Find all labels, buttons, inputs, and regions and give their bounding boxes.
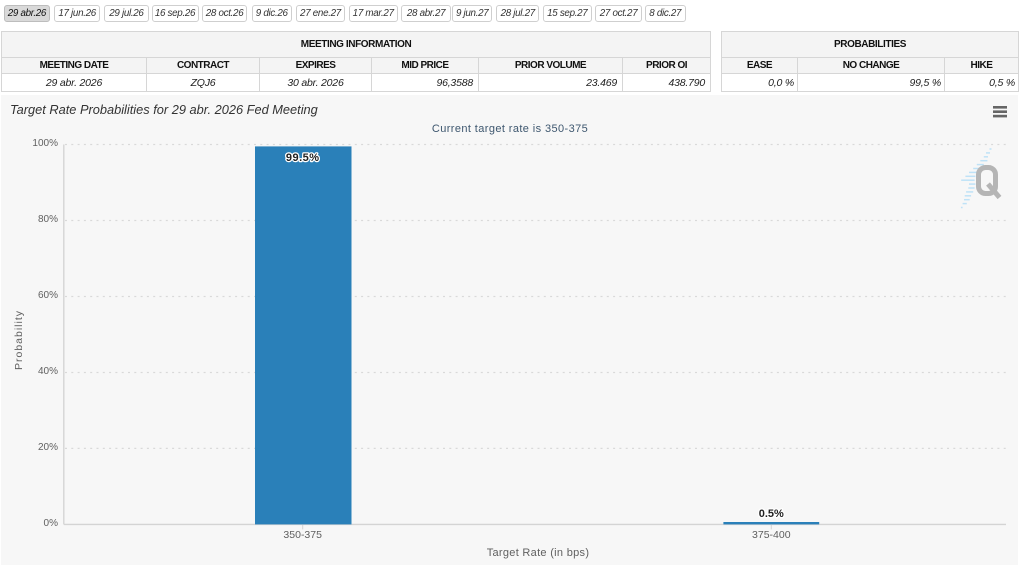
svg-text:20%: 20% [38,442,58,453]
svg-text:0%: 0% [44,518,59,529]
svg-text:Target Rate Probabilities for: Target Rate Probabilities for 29 abr. 20… [10,102,318,117]
svg-text:40%: 40% [38,366,58,377]
svg-text:375-400: 375-400 [752,529,791,541]
svg-text:80%: 80% [38,214,58,225]
svg-text:Target Rate (in bps): Target Rate (in bps) [487,547,590,559]
svg-text:Current target rate is 350-375: Current target rate is 350-375 [432,123,588,135]
svg-text:Probability: Probability [13,310,25,370]
svg-text:0.5%: 0.5% [759,508,784,520]
svg-text:99.5%: 99.5% [286,152,320,164]
svg-text:60%: 60% [38,290,58,301]
svg-text:350-375: 350-375 [283,529,322,541]
svg-text:100%: 100% [32,138,58,149]
